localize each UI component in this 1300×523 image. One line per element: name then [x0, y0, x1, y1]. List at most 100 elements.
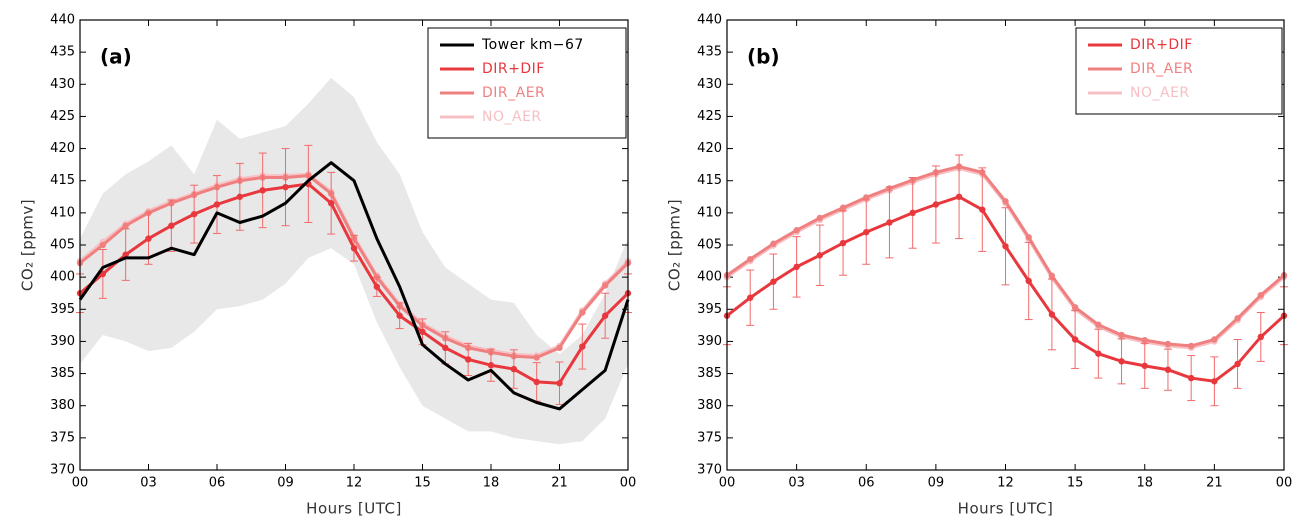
point [1002, 243, 1009, 250]
point [601, 312, 609, 319]
point [863, 194, 870, 201]
y-axis-label: CO₂ [ppmv] [19, 199, 37, 291]
legend-label: NO_AER [482, 109, 542, 125]
point [1234, 315, 1241, 322]
x-tick-label: 15 [1067, 476, 1084, 491]
point [1141, 362, 1148, 370]
point [487, 362, 495, 369]
point [464, 356, 472, 363]
legend-label: DIR+DIF [482, 61, 545, 77]
x-tick-label: 03 [788, 476, 805, 491]
point [1211, 336, 1218, 343]
point [909, 209, 916, 217]
point [213, 201, 221, 208]
y-tick-label: 390 [697, 334, 722, 349]
legend-label: DIR+DIF [1130, 37, 1193, 53]
legend-label: DIR_AER [482, 85, 545, 101]
point [1234, 360, 1241, 368]
point [556, 344, 563, 352]
point [282, 183, 289, 191]
point [1048, 272, 1056, 280]
y-tick-label: 375 [697, 430, 722, 445]
point [442, 344, 449, 352]
x-tick-label: 21 [551, 476, 568, 491]
y-tick-label: 415 [697, 173, 722, 188]
point [1025, 277, 1032, 285]
panel-label: (b) [747, 45, 780, 69]
x-tick-label: 21 [1206, 476, 1223, 491]
point [1164, 366, 1172, 373]
point [747, 255, 754, 263]
point [99, 241, 107, 249]
x-tick-label: 00 [72, 476, 89, 491]
point [770, 240, 777, 247]
y-tick-label: 440 [697, 13, 722, 28]
y-tick-label: 380 [697, 398, 722, 413]
x-tick-label: 12 [997, 476, 1014, 491]
y-tick-label: 385 [697, 366, 722, 381]
point [1257, 333, 1264, 341]
point [839, 239, 847, 247]
y-tick-label: 395 [697, 302, 722, 317]
y-tick-label: 435 [697, 45, 722, 60]
point [1257, 291, 1264, 299]
y-tick-label: 430 [697, 77, 722, 92]
y-tick-label: 410 [697, 205, 722, 220]
point [373, 283, 381, 290]
y-tick-label: 380 [50, 398, 75, 413]
point [533, 378, 540, 386]
point [190, 210, 198, 218]
y-tick-label: 400 [697, 270, 722, 285]
x-tick-label: 00 [1276, 476, 1293, 491]
point [955, 193, 963, 200]
y-tick-label: 400 [50, 270, 75, 285]
point [1118, 358, 1125, 365]
point [122, 251, 129, 258]
point [1025, 234, 1032, 241]
point [510, 365, 518, 373]
x-tick-label: 09 [928, 476, 945, 491]
y-tick-label: 415 [50, 173, 75, 188]
y-tick-label: 405 [50, 238, 75, 253]
y-tick-label: 420 [697, 141, 722, 156]
y-tick-label: 405 [697, 238, 722, 253]
point [979, 206, 986, 213]
point [350, 245, 358, 252]
point [1095, 321, 1102, 328]
point [1071, 336, 1079, 343]
point [579, 309, 586, 316]
point [1187, 374, 1195, 382]
point [816, 214, 824, 222]
point [793, 263, 800, 271]
point [1071, 304, 1079, 311]
x-tick-label: 03 [140, 476, 157, 491]
legend-label: DIR_AER [1130, 61, 1193, 77]
x-tick-label: 09 [277, 476, 294, 491]
point [839, 204, 847, 211]
y-tick-label: 370 [697, 463, 722, 478]
point [1211, 378, 1218, 385]
y-tick-label: 395 [50, 302, 75, 317]
point [236, 193, 244, 200]
point [1164, 340, 1172, 348]
legend-label: NO_AER [1130, 85, 1190, 101]
legend-label: Tower km−67 [481, 37, 584, 53]
point [259, 187, 266, 194]
x-tick-label: 18 [1136, 476, 1153, 491]
point [601, 282, 609, 289]
x-tick-label: 06 [858, 476, 875, 491]
y-tick-label: 410 [50, 205, 75, 220]
y-tick-label: 375 [50, 430, 75, 445]
point [533, 354, 540, 361]
y-tick-label: 440 [50, 13, 75, 28]
x-tick-label: 00 [620, 476, 637, 491]
point [863, 228, 870, 236]
x-axis-label: Hours [UTC] [306, 500, 402, 518]
x-axis-label: Hours [UTC] [958, 500, 1054, 518]
point [168, 222, 175, 229]
point [122, 222, 129, 229]
point [145, 235, 152, 242]
point [396, 312, 403, 319]
plot-frame [79, 19, 629, 471]
